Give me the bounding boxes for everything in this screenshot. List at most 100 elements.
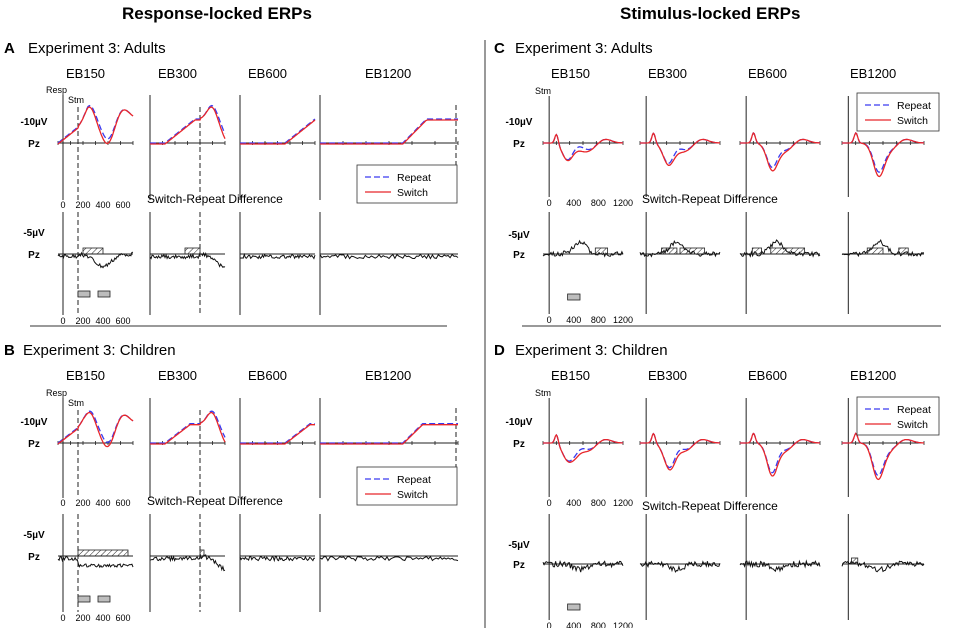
condition-A-EB150: EB150 0 0 200 200 400 400 600 600	[57, 66, 134, 326]
condition-label: EB1200	[850, 66, 896, 81]
x-tick-label: 0	[60, 498, 65, 508]
x-tick-label: 200	[75, 200, 90, 210]
diff-x-tick-label: 400	[566, 621, 581, 628]
legend-switch-label: Switch	[897, 419, 928, 431]
diff-title: Switch-Repeat Difference	[147, 494, 283, 508]
significance-hatched	[770, 247, 806, 255]
significance-gray	[97, 595, 111, 603]
series-line-switch	[240, 119, 316, 145]
condition-label: EB1200	[850, 368, 896, 383]
erp-scale-label: -10µV	[21, 417, 48, 428]
condition-label: EB150	[551, 368, 590, 383]
significance-gray	[97, 290, 111, 298]
stm-label: Stm	[535, 86, 551, 96]
diff-line	[149, 251, 226, 268]
x-tick-label: 0	[547, 198, 552, 208]
significance-hatched	[679, 247, 706, 255]
panel-label-A: Experiment 3: Adults	[28, 40, 166, 57]
condition-B-EB150: EB150 0 0 200 200 400 400 600 600	[57, 368, 134, 623]
diff-x-tick-label: 0	[60, 613, 65, 623]
series-line-switch	[640, 432, 720, 471]
series-line-repeat	[240, 423, 315, 444]
significance-gray	[77, 595, 91, 603]
condition-label: EB300	[158, 368, 197, 383]
stm-label: Stm	[68, 95, 84, 105]
diff-line	[542, 560, 624, 573]
legend-repeat-label: Repeat	[897, 404, 931, 416]
legend-repeat-label: Repeat	[397, 474, 431, 486]
diff-scale-label: -5µV	[23, 228, 45, 239]
series-line-repeat	[150, 410, 226, 444]
condition-label: EB300	[158, 66, 197, 81]
stimulus-locked-title: Stimulus-locked ERPs	[620, 4, 800, 23]
series-line-repeat	[320, 423, 458, 444]
diff-line	[841, 238, 925, 258]
diff-line	[639, 239, 721, 258]
x-tick-label: 800	[591, 498, 606, 508]
diff-x-tick-label: 400	[95, 316, 110, 326]
series-line-switch	[57, 411, 134, 448]
panel-B: B Experiment 3: Children EB150 0 0 200 200 400 4…	[4, 342, 459, 623]
diff-scale-label: -5µV	[23, 530, 45, 541]
diff-x-tick-label: 400	[566, 315, 581, 325]
condition-label: EB1200	[365, 368, 411, 383]
diff-x-tick-label: 400	[95, 613, 110, 623]
condition-label: EB600	[248, 66, 287, 81]
series-line-switch	[842, 132, 924, 178]
x-tick-label: 200	[75, 498, 90, 508]
legend-switch-label: Switch	[897, 115, 928, 127]
legend-box	[356, 164, 458, 204]
condition-label: EB600	[248, 368, 287, 383]
series-line-switch	[543, 133, 623, 162]
significance-hatched	[199, 549, 205, 557]
diff-pz-label: Pz	[513, 250, 525, 261]
x-tick-label: 400	[95, 200, 110, 210]
series-line-repeat	[740, 432, 820, 474]
condition-A-EB600: EB600	[239, 66, 316, 315]
series-line-repeat	[320, 118, 458, 144]
condition-B-EB600: EB600	[239, 368, 316, 612]
panel-label-C: Experiment 3: Adults	[515, 40, 653, 57]
condition-C-EB150: EB150 0 0 400 400 800 800 1200 1200	[542, 66, 633, 325]
series-line-repeat	[150, 104, 226, 144]
diff-line	[239, 252, 316, 260]
stm-label: Stm	[535, 388, 551, 398]
diff-line	[319, 555, 459, 562]
diff-line	[739, 559, 821, 573]
series-line-switch	[320, 119, 458, 145]
condition-B-EB1200: EB1200	[319, 368, 459, 612]
diff-title: Switch-Repeat Difference	[147, 192, 283, 206]
x-tick-label: 400	[566, 498, 581, 508]
significance-hatched	[594, 247, 609, 255]
series-line-repeat	[240, 118, 316, 144]
diff-x-tick-label: 800	[591, 315, 606, 325]
significance-hatched	[77, 549, 129, 557]
series-line-switch	[240, 424, 315, 445]
series-line-repeat	[842, 132, 924, 173]
x-tick-label: 0	[547, 498, 552, 508]
x-tick-label: 1200	[613, 198, 633, 208]
significance-hatched	[866, 247, 884, 255]
condition-label: EB150	[66, 368, 105, 383]
condition-C-EB600: EB600	[739, 66, 821, 314]
diff-line	[542, 239, 624, 258]
pz-label: Pz	[513, 139, 525, 150]
legend-A: Repeat Switch	[356, 164, 458, 204]
series-line-switch	[57, 106, 134, 145]
condition-label: EB150	[551, 66, 590, 81]
series-line-switch	[150, 411, 226, 445]
diff-x-tick-label: 0	[547, 315, 552, 325]
condition-A-EB300: EB300	[149, 66, 226, 315]
panel-letter-D: D	[494, 342, 505, 359]
significance-gray	[77, 290, 91, 298]
erp-scale-label: -10µV	[21, 117, 48, 128]
diff-line	[239, 555, 315, 563]
diff-pz-label: Pz	[28, 552, 40, 563]
legend-B: Repeat Switch	[356, 466, 458, 506]
diff-x-tick-label: 0	[60, 316, 65, 326]
condition-D-EB300: EB300	[639, 368, 721, 620]
diff-line	[639, 560, 721, 573]
significance-hatched	[898, 247, 909, 255]
condition-C-EB300: EB300	[639, 66, 721, 314]
panel-A: A Experiment 3: Adults EB150 0 0 200 200 400 400…	[4, 40, 459, 326]
